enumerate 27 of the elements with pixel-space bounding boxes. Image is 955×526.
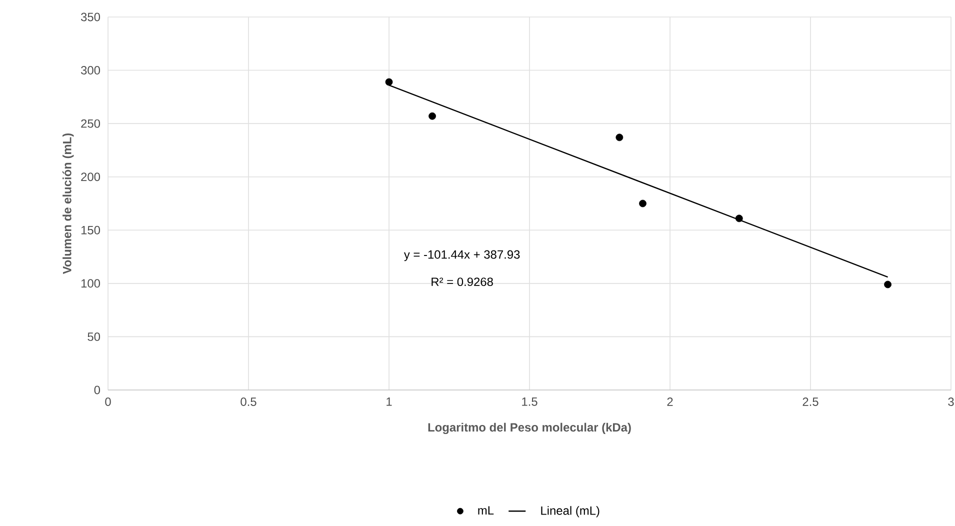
point (639, 200, 646, 208)
legend-label: Lineal (mL) (541, 506, 600, 518)
y-tick-label: 100 (81, 279, 100, 288)
x-tick-label: 2 (667, 398, 673, 406)
y-tick-label: 200 (81, 172, 100, 182)
point (385, 78, 393, 86)
annotation: y = -101.44x + 387.93 (404, 250, 520, 262)
x-axis-title: Logaritmo del Peso molecular (kDa) (428, 422, 631, 434)
point (735, 214, 743, 222)
annotation: R² = 0.9268 (432, 278, 493, 286)
y-tick-label: 50 (88, 332, 100, 341)
point (428, 112, 436, 120)
point (884, 280, 892, 288)
y-tick-label: 0 (94, 386, 100, 394)
x-tick-label: 1.5 (522, 398, 538, 406)
x-tick-label: 1 (386, 398, 392, 406)
y-tick-label: 350 (80, 12, 100, 22)
point (616, 134, 624, 142)
x-tick-label: 2.5 (802, 398, 818, 406)
y-axis-title: Volumen de elución (mL) (62, 133, 74, 274)
x-tick-label: 3 (948, 398, 954, 406)
x-tick-label: 0.5 (240, 398, 256, 406)
y-tick-label: 250 (81, 119, 100, 128)
y-tick-label: 300 (80, 66, 100, 74)
y-tick-label: 150 (81, 226, 100, 234)
x-tick-label: 0 (105, 398, 111, 406)
legend-label: mL (478, 506, 494, 515)
